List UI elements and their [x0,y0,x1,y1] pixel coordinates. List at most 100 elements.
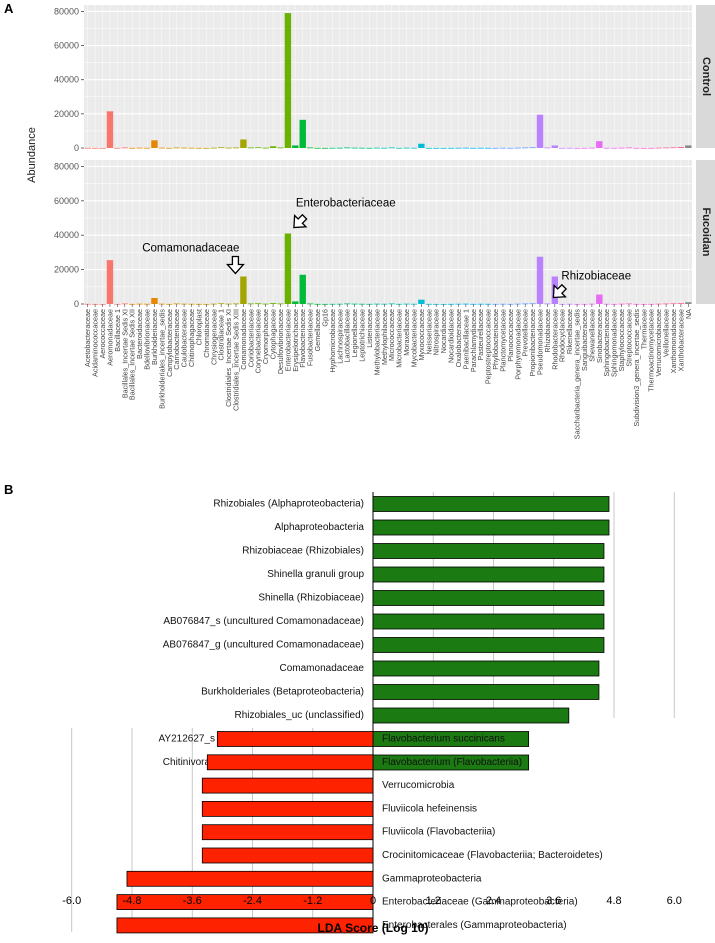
lda-x-tick-label: 6.0 [667,895,682,907]
lda-bar-label: Flavobacterium (Flavobacteriia) [382,757,522,768]
bar-control [381,147,388,149]
bar-control [269,146,277,148]
x-category-label: Aerococcaceae [98,309,107,359]
bar-fucoidan [269,303,277,304]
x-category-label: Pasteurellaceae [476,309,485,361]
lda-bar-negative [216,731,374,747]
lda-bar-negative [116,917,374,934]
lda-bar-label: Enterobacterales (Gammaproteobacteria) [382,920,567,931]
x-category-label: Gemellaceae [313,309,322,351]
bar-control [99,147,106,149]
bar-control [544,147,551,149]
x-category-label: Sphingobacteriaceae [602,309,611,377]
facet-strip-label: Fucoidan [700,208,712,257]
bar-control [388,147,395,149]
x-category-label: Microbacteriaceae [395,309,404,368]
bar-control [321,147,329,149]
y-tick-label: 40000 [54,230,79,240]
bar-control [373,147,381,149]
bar-control [247,147,255,149]
x-category-label: Streptococcaceae [624,309,633,367]
bar-fucoidan [625,303,633,305]
bar-control [418,143,425,148]
bar-fucoidan [292,301,299,304]
bar-fucoidan [217,303,225,305]
annotation-arrow-icon [552,283,568,299]
lda-bar-positive [372,684,600,700]
bar-control [180,147,188,149]
bar-control [106,111,114,148]
bar-control [462,147,470,149]
x-category-label: Prevotellaceae [521,309,530,357]
bar-control [210,147,217,149]
bar-control [521,147,529,149]
x-category-label: Coriobacteriaceae [246,309,255,367]
lda-bar-label: Shinella granuli group [267,569,364,580]
panel-b-letter: B [4,482,13,497]
bar-fucoidan [544,303,551,305]
bar-control [507,147,514,149]
x-category-label: Clostridiaceae 1 [217,309,226,361]
bar-control [336,147,343,149]
bar-control [425,147,432,149]
x-category-label: Chitinophagaceae [187,309,196,367]
bar-fucoidan [344,303,351,305]
x-category-label: Chromatiaceae [202,309,211,358]
x-category-label: Burkholderiales_incertae_sedis [157,309,166,409]
lda-bar-label: Comamonadaceae [280,663,365,674]
bar-control [366,147,373,149]
x-category-label: Rhodocyclaceae [558,309,567,362]
x-category-label: Bacteroidaceae [135,309,144,359]
bar-control [344,147,351,149]
bar-control [685,145,692,148]
bar-fucoidan [151,297,158,304]
bar-control [551,145,559,148]
bar-control [433,147,440,149]
bar-control [677,146,685,148]
x-category-label: Corynebacteriaceae [254,309,263,373]
x-category-label: Acidaminococcaceae [91,309,100,377]
x-category-label: Rikenellaceae [565,309,574,354]
x-category-label: Xanthomonadaceae [669,309,678,373]
bar-fucoidan [240,276,247,304]
x-category-label: Clostridiales_Incertae Sedis XI [224,309,233,407]
x-category-label: Saccharibacteria_genera_incertae_sedis [573,309,582,440]
x-category-label: Carnobacteriaceae [172,309,181,370]
bar-fucoidan [529,303,536,305]
lda-bar-label: Shinella (Rhizobiaceae) [258,593,364,604]
y-tick-label: 20000 [54,265,79,275]
bar-fucoidan [521,303,529,305]
lda-bar-positive [372,543,605,559]
x-category-label: Desulfovibrionaceae [276,309,285,374]
x-category-label: Rhodobacteraceae [550,309,559,370]
y-tick-label: 20000 [54,109,79,119]
bar-control [492,147,499,149]
lda-bar-label: AB076847_s (uncultured Comamonadaceae) [163,616,364,627]
bar-control [143,147,151,149]
annotation-label: Rhizobiaceae [561,270,631,282]
lda-x-tick-label: 2.4 [486,895,501,907]
x-category-label: Acetobacteraceae [83,309,92,367]
bar-control [195,147,203,149]
lda-bar-label: Verrucomicrobia [382,780,455,791]
bar-fucoidan [670,303,677,305]
x-category-label: Planococcaceae [506,309,515,362]
bar-control [314,147,321,149]
bar-fucoidan [284,233,292,304]
bar-control [151,140,158,148]
y-axis-label: Abundance [26,127,38,183]
bar-fucoidan [247,303,255,305]
x-category-label: Verrucomicrobiaceae [654,309,663,377]
x-category-label: Lachnospiraceae [335,309,344,364]
bar-control [410,147,418,149]
lda-x-tick-label: 0 [370,895,376,907]
x-category-label: Thermoactinomycetaceae [647,309,656,392]
lda-bar-negative [126,870,374,887]
facet-panel [84,160,692,304]
x-category-label: Paenibacillaceae 1 [461,309,470,369]
bar-fucoidan [277,303,284,305]
x-category-label: Chrysiogenaceae [209,309,218,365]
bar-fucoidan [173,303,180,305]
bar-fucoidan [677,303,685,304]
annotation-label: Enterobacteriaceae [296,198,396,210]
